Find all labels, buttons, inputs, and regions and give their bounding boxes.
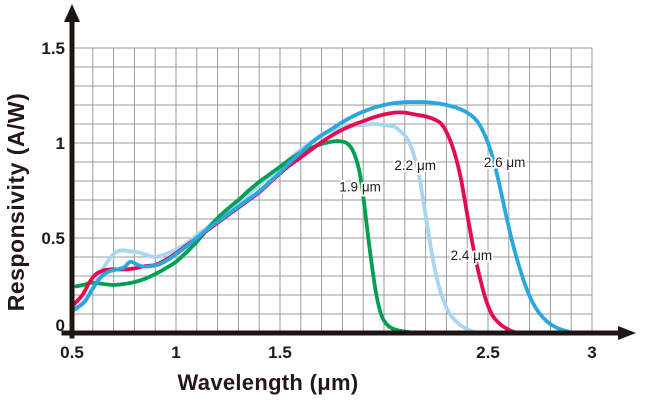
curve-2.6um: [71, 100, 576, 335]
curve-1.9um: [74, 139, 418, 335]
y-axis-arrow-icon: [64, 4, 80, 22]
series-curves: [71, 100, 576, 335]
x-tick-1: 1: [171, 343, 180, 362]
x-tick-0.5: 0.5: [60, 343, 84, 362]
x-tick-labels: 0.5 1 1.5 2.5 3: [60, 343, 597, 362]
y-tick-1: 1: [56, 134, 65, 153]
x-axis-title: Wavelength (μm): [178, 370, 359, 395]
x-tick-2.5: 2.5: [476, 343, 500, 362]
curve-label-1.9um: 1.9 μm: [339, 180, 381, 195]
curve-labels: 1.9 μm 2.2 μm 2.4 μm 2.6 μm: [337, 153, 527, 265]
y-tick-0: 0: [56, 316, 65, 335]
x-tick-1.5: 1.5: [268, 343, 292, 362]
y-axis-title: Responsivity (A/W): [3, 93, 29, 312]
curve-label-2.4um: 2.4 μm: [451, 248, 493, 263]
curve-label-2.6um: 2.6 μm: [484, 155, 526, 170]
curve-2.4um: [71, 110, 519, 335]
axes: [61, 4, 636, 340]
x-axis-arrow-icon: [618, 326, 636, 340]
y-tick-labels: 0 0.5 1 1.5: [41, 39, 65, 335]
x-tick-3: 3: [587, 343, 596, 362]
y-tick-1.5: 1.5: [41, 39, 65, 58]
curve-label-2.2um: 2.2 μm: [394, 158, 436, 173]
y-tick-0.5: 0.5: [41, 229, 65, 248]
